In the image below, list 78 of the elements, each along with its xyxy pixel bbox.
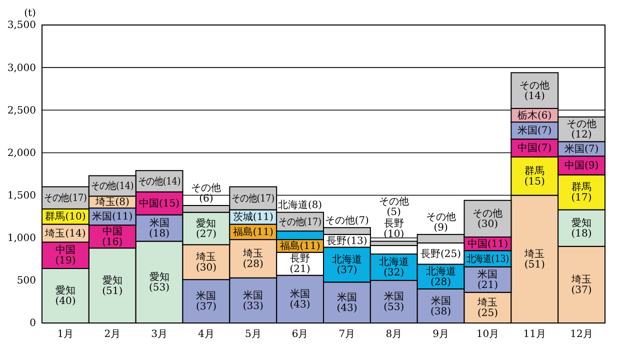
annotation: 埼玉(14) [44, 227, 86, 240]
annotation: 群馬(10) [45, 210, 86, 223]
annotation: 長野(25) [420, 248, 462, 260]
annotation: 米国 (33) [242, 289, 264, 312]
y-tick-label: 1,000 [7, 233, 36, 244]
annotation: 愛知 (27) [196, 217, 217, 240]
x-tick-label: 8月 [386, 329, 402, 340]
annotation: 茨城(11) [232, 211, 274, 224]
annotation: 埼玉 (37) [570, 274, 592, 296]
x-tick-label: 12月 [570, 329, 593, 340]
y-tick-label: 3,000 [7, 62, 36, 74]
y-tick-label: 1,500 [7, 190, 36, 202]
annotation: その他 (14) [520, 79, 550, 102]
annotation: 中国 (19) [55, 244, 76, 267]
annotation: 中国(15) [139, 198, 180, 210]
annotation: 栃木(6) [518, 109, 552, 122]
annotation: 米国 (18) [149, 216, 170, 240]
annotation: 中国(7) [518, 142, 552, 154]
annotation: その他 (6) [191, 182, 222, 204]
annotation: その他(7) [324, 214, 370, 227]
annotation: 米国 (38) [430, 294, 452, 318]
annotation: 北海道(8) [278, 199, 322, 212]
annotation: 埼玉 (28) [242, 248, 264, 270]
annotation: 中国(11) [467, 238, 508, 250]
annotation: 長野 (21) [290, 254, 310, 276]
annotation: 米国 (53) [384, 290, 404, 314]
annotation: その他 (5) [378, 196, 409, 218]
annotation: 埼玉 (25) [476, 296, 498, 320]
x-tick-label: 4月 [198, 329, 214, 340]
x-tick-label: 11月 [523, 329, 546, 340]
x-tick-label: 5月 [244, 329, 262, 340]
y-tick-label: 0 [30, 318, 36, 330]
annotation: 北海道 (37) [332, 254, 362, 276]
y-axis-title: (t) [24, 8, 36, 19]
annotation: 北海道 (28) [426, 265, 456, 288]
x-tick-label: 7月 [338, 329, 356, 340]
annotation: 愛知 (53) [149, 271, 170, 294]
annotation: 中国 (16) [102, 225, 123, 248]
y-tick-label: 2,000 [7, 148, 36, 159]
x-tick-label: 3月 [151, 329, 168, 340]
annotation: 北海道(13) [466, 253, 510, 266]
annotation: 埼玉 (30) [195, 251, 217, 274]
annotation: 長野 (10) [384, 218, 404, 240]
y-tick-label: 2,500 [7, 105, 36, 116]
x-tick-label: 6月 [292, 329, 308, 340]
annotation: 愛知 (51) [102, 274, 123, 297]
annotation: 米国(7) [518, 124, 552, 137]
x-tick-label: 9月 [432, 329, 449, 340]
annotation: その他(17) [44, 192, 87, 204]
annotation: 愛知 (40) [55, 284, 76, 308]
annotation: 米国 (43) [290, 288, 310, 311]
annotation: 群馬 (15) [524, 165, 545, 188]
annotation: その他(14) [90, 180, 134, 192]
annotation: 埼玉(8) [94, 196, 130, 208]
annotation: その他 (30) [472, 208, 503, 230]
annotation: 群馬 (17) [571, 181, 592, 204]
annotation: 米国(11) [92, 210, 133, 223]
annotation: その他(17) [278, 216, 322, 228]
annotation: その他(14) [138, 176, 181, 188]
annotation: 米国 (37) [196, 290, 217, 313]
annotation: 米国 (43) [336, 291, 358, 314]
x-tick-label: 10月 [476, 329, 500, 340]
y-tick-label: 3,500 [7, 20, 36, 32]
x-tick-label: 2月 [104, 329, 121, 340]
annotation: 米国 (21) [477, 268, 498, 291]
annotation: 福島(11) [232, 226, 274, 238]
x-tick-label: 1月 [57, 329, 74, 340]
annotation: 長野(13) [326, 236, 368, 247]
annotation: 米国(7) [564, 143, 599, 156]
annotation: 北海道 (32) [378, 256, 409, 279]
annotation: 愛知 (18) [571, 216, 592, 240]
annotation: 中国(9) [564, 160, 599, 172]
annotation: その他 (12) [566, 118, 597, 141]
annotation: その他(17) [232, 192, 275, 205]
annotation: 福島(11) [280, 240, 320, 252]
annotation: 埼玉 (51) [524, 248, 545, 271]
annotation: その他 (9) [426, 210, 456, 234]
y-tick-label: 500 [16, 276, 36, 287]
